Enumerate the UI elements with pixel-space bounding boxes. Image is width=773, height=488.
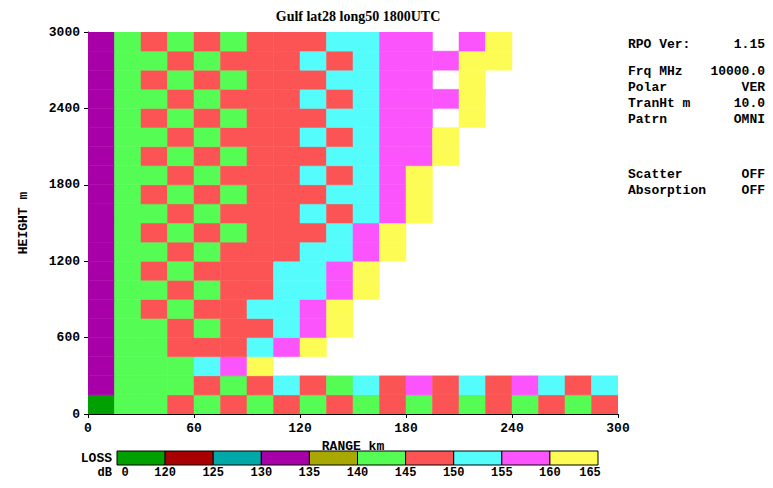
svg-text:RANGE km: RANGE km [322,439,385,454]
svg-text:Gulf lat28 long50 1800UTC: Gulf lat28 long50 1800UTC [276,9,441,24]
svg-text:Scatter: Scatter [628,167,683,182]
svg-text:1.15: 1.15 [734,37,765,52]
svg-text:0: 0 [84,421,92,436]
svg-text:145: 145 [395,466,417,480]
svg-text:OFF: OFF [742,183,766,198]
svg-text:120: 120 [154,466,176,480]
svg-text:OMNI: OMNI [734,112,765,127]
svg-text:150: 150 [443,466,465,480]
svg-text:120: 120 [288,421,312,436]
svg-text:180: 180 [394,421,418,436]
svg-text:dB: dB [98,466,112,480]
svg-text:160: 160 [539,466,561,480]
svg-text:TranHt m: TranHt m [628,96,691,111]
svg-text:RPO Ver:: RPO Ver: [628,37,690,52]
svg-text:OFF: OFF [742,167,766,182]
svg-text:300: 300 [606,421,630,436]
svg-text:140: 140 [347,466,369,480]
svg-text:2400: 2400 [49,101,80,116]
svg-text:0: 0 [72,407,80,422]
svg-text:135: 135 [299,466,321,480]
svg-text:130: 130 [250,466,272,480]
svg-text:155: 155 [491,466,513,480]
svg-text:125: 125 [202,466,224,480]
svg-text:Absorption: Absorption [628,183,706,198]
svg-text:1200: 1200 [49,254,80,269]
svg-text:HEIGHT m: HEIGHT m [16,192,31,255]
svg-text:Patrn: Patrn [628,112,667,127]
svg-text:165: 165 [579,466,601,480]
svg-text:LOSS: LOSS [81,451,112,466]
svg-text:3000: 3000 [49,25,80,40]
svg-text:1800: 1800 [49,177,80,192]
svg-text:10.0: 10.0 [734,96,765,111]
svg-text:240: 240 [500,421,524,436]
svg-text:10000.0: 10000.0 [710,64,765,79]
svg-text:600: 600 [57,330,81,345]
svg-text:0: 0 [121,466,128,480]
svg-text:Frq MHz: Frq MHz [628,64,683,79]
svg-text:Polar: Polar [628,80,667,95]
svg-text:VER: VER [742,80,766,95]
svg-text:60: 60 [186,421,202,436]
